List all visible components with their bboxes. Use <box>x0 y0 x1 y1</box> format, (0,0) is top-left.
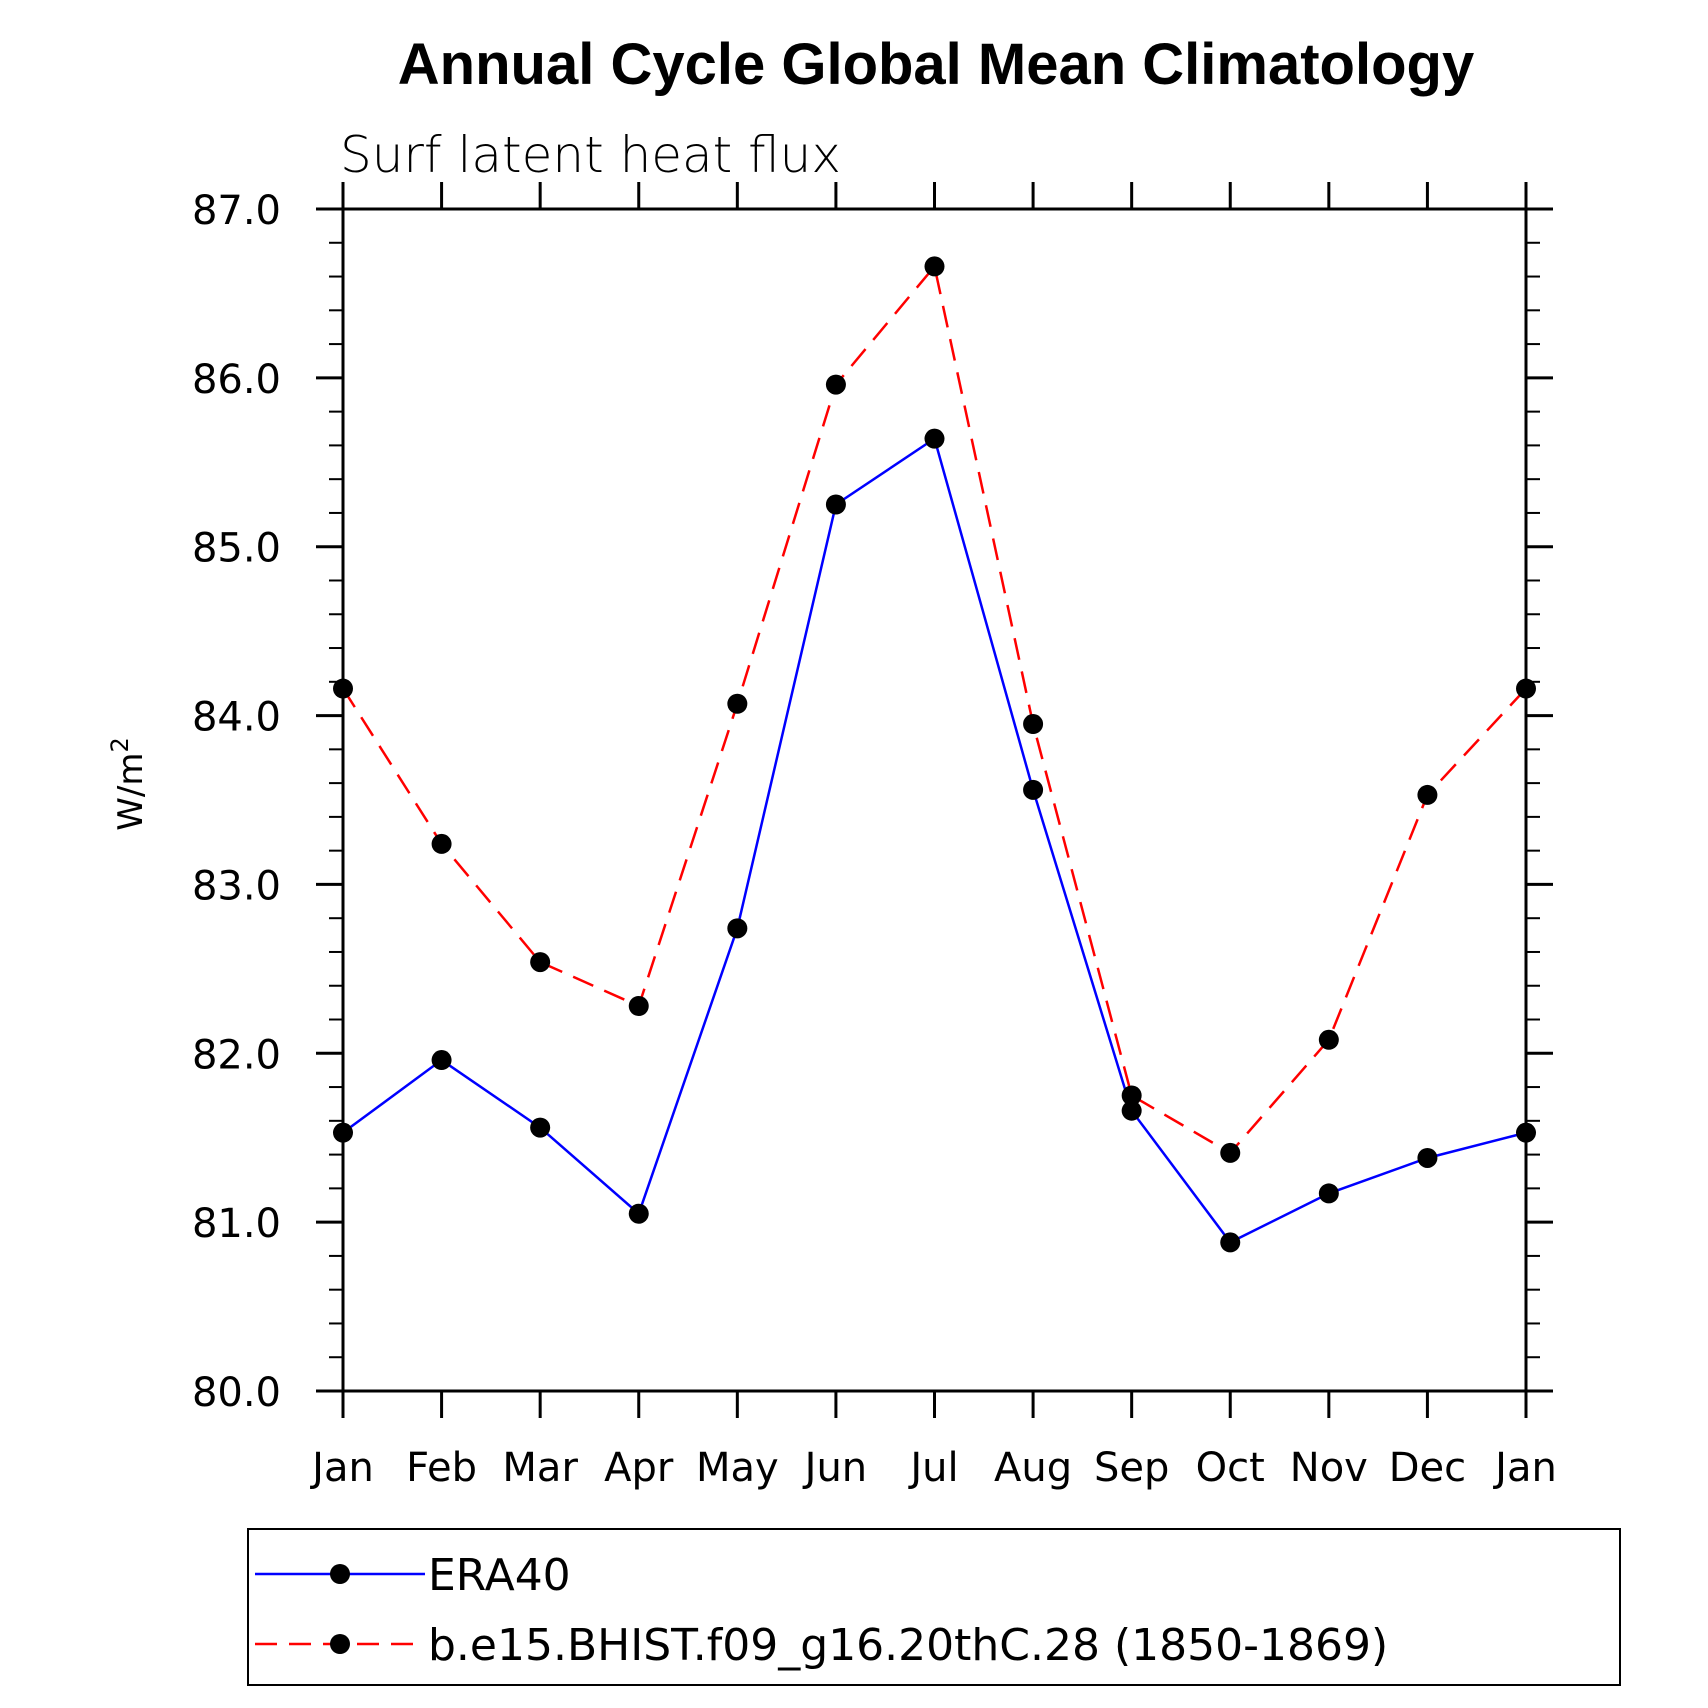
series-1-point <box>628 996 649 1017</box>
legend-box <box>247 1528 1621 1686</box>
legend: ERA40 b.e15.BHIST.f09_g16.20thC.28 (1850-… <box>247 1528 1621 1686</box>
x-tick-label: Sep <box>1094 1445 1169 1491</box>
chart-subtitle: Surf latent heat flux <box>340 126 841 184</box>
series-1-point <box>530 952 551 973</box>
x-tick-label: Jul <box>907 1445 958 1491</box>
series-1-point <box>825 374 846 395</box>
series-0-point <box>1220 1232 1241 1253</box>
plot-frame <box>341 207 1528 1393</box>
plot-axes: 80.0 81.0 82.0 83.0 84.0 85.0 86.0 87.0 Jan Feb Ma… <box>192 182 1557 1491</box>
series-1-point <box>333 678 353 699</box>
chart-title: Annual Cycle Global Mean Climatology <box>398 32 1474 97</box>
y-tick-label: 86.0 <box>192 357 281 403</box>
series-1-point <box>727 693 748 714</box>
x-tick-label: Jan <box>1492 1445 1557 1491</box>
y-tick-label: 82.0 <box>192 1032 281 1078</box>
series-1-point <box>1220 1142 1241 1163</box>
series-0-point <box>1516 1122 1536 1143</box>
series-1-point <box>1417 784 1438 805</box>
x-tick-label: Jan <box>309 1445 374 1491</box>
series-layer <box>333 256 1536 1253</box>
y-axis-label-base: W/m <box>111 753 151 831</box>
series-line-1 <box>341 263 1527 1155</box>
y-tick-label: 85.0 <box>192 526 281 572</box>
x-tick-label: Aug <box>994 1445 1072 1491</box>
legend-label-0: ERA40 <box>428 1550 571 1601</box>
series-0-point <box>530 1117 551 1138</box>
series-1-point <box>431 833 452 854</box>
y-tick-label: 83.0 <box>192 863 281 909</box>
x-tick-label: May <box>696 1445 779 1491</box>
series-0-point <box>628 1203 649 1224</box>
x-tick-label: Apr <box>604 1445 674 1491</box>
series-0-point <box>825 494 846 515</box>
series-1-point <box>924 256 945 277</box>
series-1-point <box>1121 1085 1142 1106</box>
legend-marker-0 <box>330 1564 350 1584</box>
x-tick-label: Dec <box>1389 1445 1466 1491</box>
series-1-point <box>1516 678 1536 699</box>
series-0-point <box>1023 779 1044 800</box>
series-0-point <box>727 918 748 939</box>
legend-label-1: b.e15.BHIST.f09_g16.20thC.28 (1850-1869) <box>428 1620 1388 1671</box>
x-tick-label: Jun <box>802 1445 868 1491</box>
series-line-0 <box>342 436 1527 1244</box>
x-tick-label: Oct <box>1196 1445 1265 1491</box>
series-0-point <box>1318 1183 1339 1204</box>
series-1-point <box>1023 714 1044 735</box>
series-0-point <box>1121 1100 1142 1121</box>
series-1-point <box>1318 1029 1339 1050</box>
series-0-point <box>431 1050 452 1071</box>
series-0-point <box>924 428 945 449</box>
y-axis-label-sup: 2 <box>106 737 134 752</box>
y-tick-label: 84.0 <box>192 695 281 741</box>
y-tick-label: 81.0 <box>192 1201 281 1247</box>
x-tick-label: Mar <box>502 1445 578 1491</box>
x-tick-label: Feb <box>406 1445 477 1491</box>
legend-marker-1 <box>330 1634 350 1654</box>
series-0-point <box>1417 1147 1438 1168</box>
y-axis-label: W/m2 <box>106 737 151 830</box>
series-0-point <box>333 1122 353 1143</box>
x-tick-label: Nov <box>1290 1445 1368 1491</box>
y-tick-label: 87.0 <box>192 188 281 234</box>
y-tick-label: 80.0 <box>192 1370 281 1416</box>
